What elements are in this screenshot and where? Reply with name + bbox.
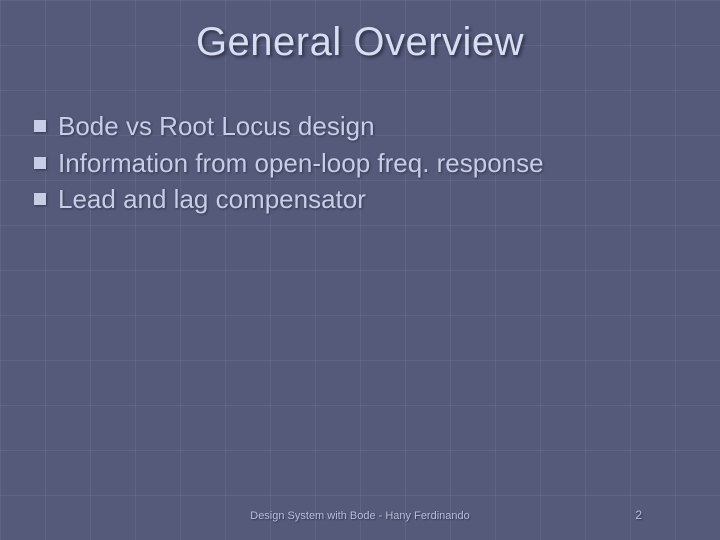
bullet-text: Bode vs Root Locus design [58, 110, 375, 143]
bullet-list: Bode vs Root Locus design Information fr… [34, 110, 700, 220]
square-bullet-icon [34, 193, 46, 205]
bullet-text: Information from open-loop freq. respons… [58, 147, 544, 180]
square-bullet-icon [34, 157, 46, 169]
bullet-text: Lead and lag compensator [58, 183, 366, 216]
list-item: Bode vs Root Locus design [34, 110, 700, 143]
list-item: Lead and lag compensator [34, 183, 700, 216]
slide-footer: Design System with Bode - Hany Ferdinand… [0, 510, 720, 522]
square-bullet-icon [34, 120, 46, 132]
footer-text: Design System with Bode - Hany Ferdinand… [250, 510, 470, 522]
page-number: 2 [635, 508, 642, 522]
slide-title: General Overview [0, 20, 720, 65]
list-item: Information from open-loop freq. respons… [34, 147, 700, 180]
